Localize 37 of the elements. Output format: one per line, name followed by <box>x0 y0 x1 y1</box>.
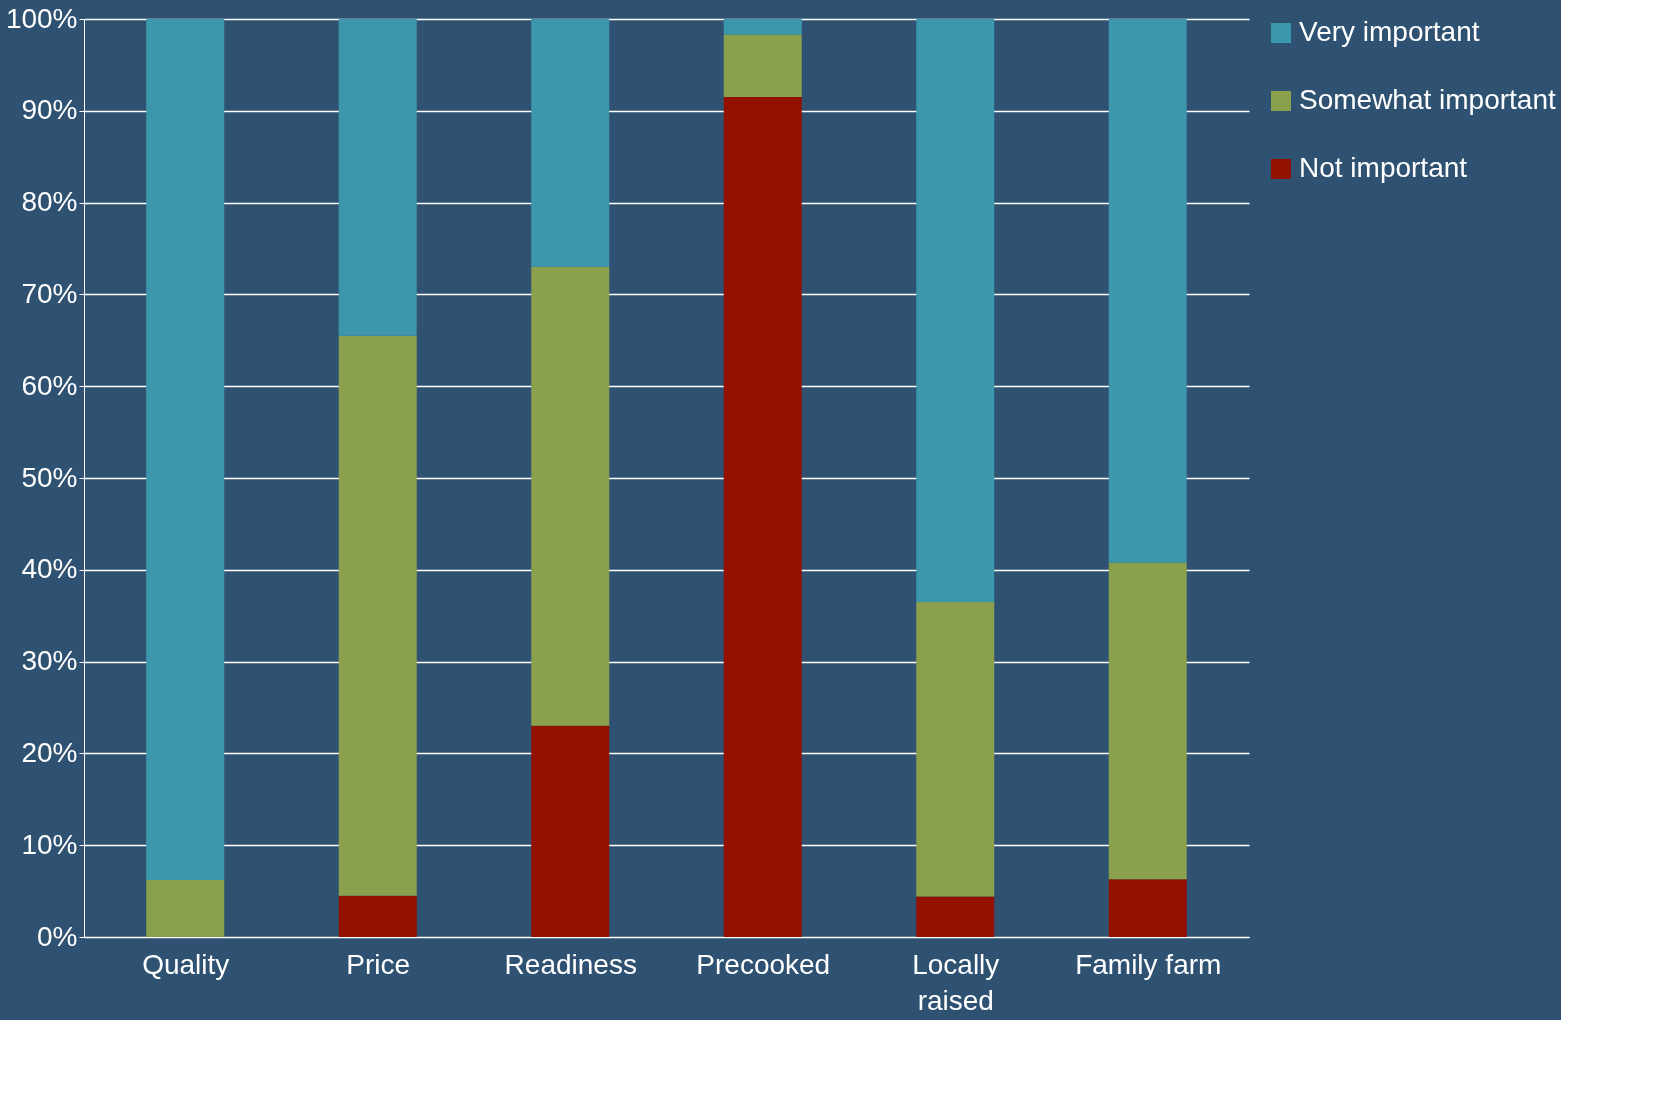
legend-label: Somewhat important <box>1299 84 1557 115</box>
bar <box>723 97 802 937</box>
x-tick-label: Locally raised <box>912 948 1000 1016</box>
bar <box>916 19 995 602</box>
y-tick-label: 0% <box>37 920 78 952</box>
x-tick-label: Quality <box>142 948 230 980</box>
y-tick-label: 50% <box>21 461 78 493</box>
bar <box>1108 19 1187 563</box>
bar <box>146 880 225 937</box>
y-tick-label: 10% <box>21 828 78 860</box>
y-tick-label: 40% <box>21 553 78 585</box>
bar <box>146 19 225 881</box>
bar <box>723 19 802 35</box>
bar <box>916 601 995 897</box>
y-tick-label: 70% <box>21 277 78 309</box>
y-tick-label: 60% <box>21 369 78 401</box>
x-tick-label: Family farm <box>1075 948 1222 980</box>
bar <box>338 19 417 336</box>
y-tick-label: 20% <box>21 736 78 768</box>
bar <box>916 896 995 937</box>
bar <box>338 335 417 896</box>
bar <box>531 725 610 937</box>
legend-label: Very important <box>1299 16 1480 47</box>
x-tick-label: Precooked <box>696 948 831 980</box>
bar <box>1108 879 1187 937</box>
legend-label: Not important <box>1299 152 1468 183</box>
bar <box>1108 562 1187 880</box>
bar <box>531 266 610 726</box>
y-tick-label: 80% <box>21 186 78 218</box>
y-tick-label: 100% <box>5 2 78 34</box>
x-tick-label: Price <box>346 948 411 980</box>
bar <box>723 34 802 98</box>
bar <box>531 19 610 267</box>
y-tick-label: 90% <box>21 94 78 126</box>
y-tick-label: 30% <box>21 645 78 677</box>
bar <box>338 895 417 937</box>
x-tick-label: Readiness <box>504 948 637 980</box>
